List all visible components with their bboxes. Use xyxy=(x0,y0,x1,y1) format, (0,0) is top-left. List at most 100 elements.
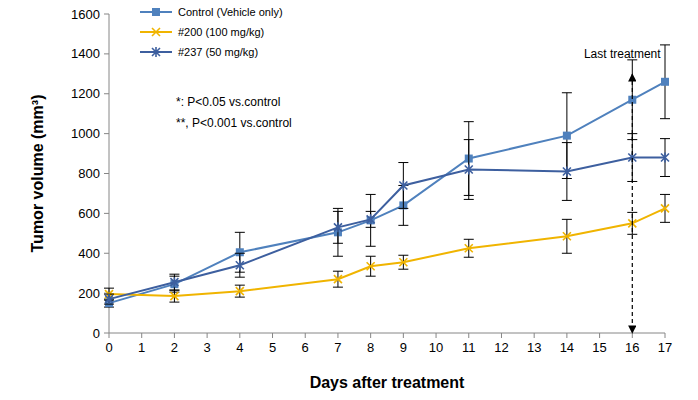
error-bar xyxy=(660,194,670,222)
legend-label: #237 (50 mg/kg) xyxy=(178,46,258,58)
x-tick xyxy=(599,333,600,338)
marker xyxy=(105,294,113,304)
marker xyxy=(661,204,669,212)
y-tick-label: 1200 xyxy=(71,86,100,101)
marker xyxy=(367,262,375,270)
marker xyxy=(170,277,178,287)
x-axis xyxy=(109,333,665,334)
x-tick xyxy=(665,333,666,338)
x-tick xyxy=(109,333,110,338)
y-tick xyxy=(104,14,109,15)
last-treatment-line xyxy=(632,74,633,333)
y-tick xyxy=(104,93,109,94)
x-tick xyxy=(403,333,404,338)
y-tick-label: 200 xyxy=(78,286,100,301)
x-tick-label: 9 xyxy=(400,340,407,355)
marker xyxy=(236,260,244,270)
x-tick-label: 1 xyxy=(138,340,145,355)
x-tick xyxy=(239,333,240,338)
marker xyxy=(661,78,669,86)
x-tick xyxy=(534,333,535,338)
marker xyxy=(661,153,669,163)
x-axis-label: Days after treatment xyxy=(310,374,465,391)
error-bar xyxy=(398,163,408,209)
error-bar xyxy=(169,290,179,302)
marker xyxy=(563,132,571,140)
error-bar xyxy=(333,271,343,287)
error-bar xyxy=(627,60,637,140)
x-tick-label: 3 xyxy=(204,340,211,355)
marker xyxy=(236,287,244,295)
last-treatment-label: Last treatment xyxy=(584,47,661,61)
x-tick-label: 8 xyxy=(367,340,374,355)
x-tick-label: 14 xyxy=(560,340,574,355)
note: *: P<0.05 vs.control xyxy=(176,95,280,109)
x-tick-label: 15 xyxy=(592,340,606,355)
x-tick xyxy=(501,333,502,338)
error-bar xyxy=(169,274,179,290)
x-tick xyxy=(632,333,633,338)
error-bar xyxy=(464,140,474,200)
marker xyxy=(399,258,407,266)
x-tick-label: 0 xyxy=(105,340,112,355)
x-tick xyxy=(566,333,567,338)
legend-marker xyxy=(152,8,160,16)
marker xyxy=(465,165,473,175)
marker xyxy=(334,222,342,232)
marker xyxy=(170,292,178,300)
series-line xyxy=(109,158,665,300)
error-bar xyxy=(660,139,670,177)
x-tick xyxy=(337,333,338,338)
error-bar xyxy=(104,294,114,304)
x-tick xyxy=(468,333,469,338)
x-tick-label: 16 xyxy=(625,340,639,355)
series-line xyxy=(109,208,665,296)
y-tick-label: 400 xyxy=(78,246,100,261)
y-tick-label: 0 xyxy=(93,326,100,341)
x-tick-label: 12 xyxy=(494,340,508,355)
marker xyxy=(367,214,375,224)
error-bar xyxy=(333,208,343,256)
y-tick-label: 1400 xyxy=(71,46,100,61)
x-tick-label: 13 xyxy=(527,340,541,355)
legend-marker xyxy=(152,28,160,36)
error-bar xyxy=(366,256,376,276)
legend-marker xyxy=(152,47,160,57)
marker xyxy=(465,244,473,252)
x-tick xyxy=(141,333,142,338)
x-tick xyxy=(272,333,273,338)
marker xyxy=(563,232,571,240)
y-axis-label: Tumor volume (mm³) xyxy=(29,95,46,253)
legend: Control (Vehicle only)#200 (100 mg/kg)#2… xyxy=(140,6,283,58)
x-tick-label: 2 xyxy=(171,340,178,355)
y-tick-label: 600 xyxy=(78,206,100,221)
x-tick-label: 6 xyxy=(302,340,309,355)
marker xyxy=(334,275,342,283)
chart: 0200400600800100012001400160001234567891… xyxy=(0,0,698,400)
x-tick-label: 4 xyxy=(236,340,243,355)
error-bar xyxy=(562,143,572,201)
y-tick xyxy=(104,173,109,174)
y-tick-label: 1600 xyxy=(71,7,100,22)
x-tick xyxy=(370,333,371,338)
y-tick xyxy=(104,53,109,54)
error-bar xyxy=(562,219,572,253)
error-bar xyxy=(660,45,670,119)
x-tick xyxy=(207,333,208,338)
x-tick-label: 11 xyxy=(462,340,476,355)
error-bar xyxy=(366,211,376,227)
marker xyxy=(563,167,571,177)
marker xyxy=(399,180,407,190)
y-tick xyxy=(104,333,109,334)
error-bar xyxy=(333,211,343,243)
error-bar xyxy=(235,253,245,277)
note: **, P<0.001 vs.control xyxy=(176,116,292,130)
error-bar xyxy=(235,285,245,297)
plot-area xyxy=(104,45,670,307)
y-tick-label: 1000 xyxy=(71,126,100,141)
series-line xyxy=(109,82,665,303)
y-tick-label: 800 xyxy=(78,166,100,181)
legend-label: Control (Vehicle only) xyxy=(178,6,283,18)
y-tick xyxy=(104,213,109,214)
error-bar xyxy=(464,239,474,257)
